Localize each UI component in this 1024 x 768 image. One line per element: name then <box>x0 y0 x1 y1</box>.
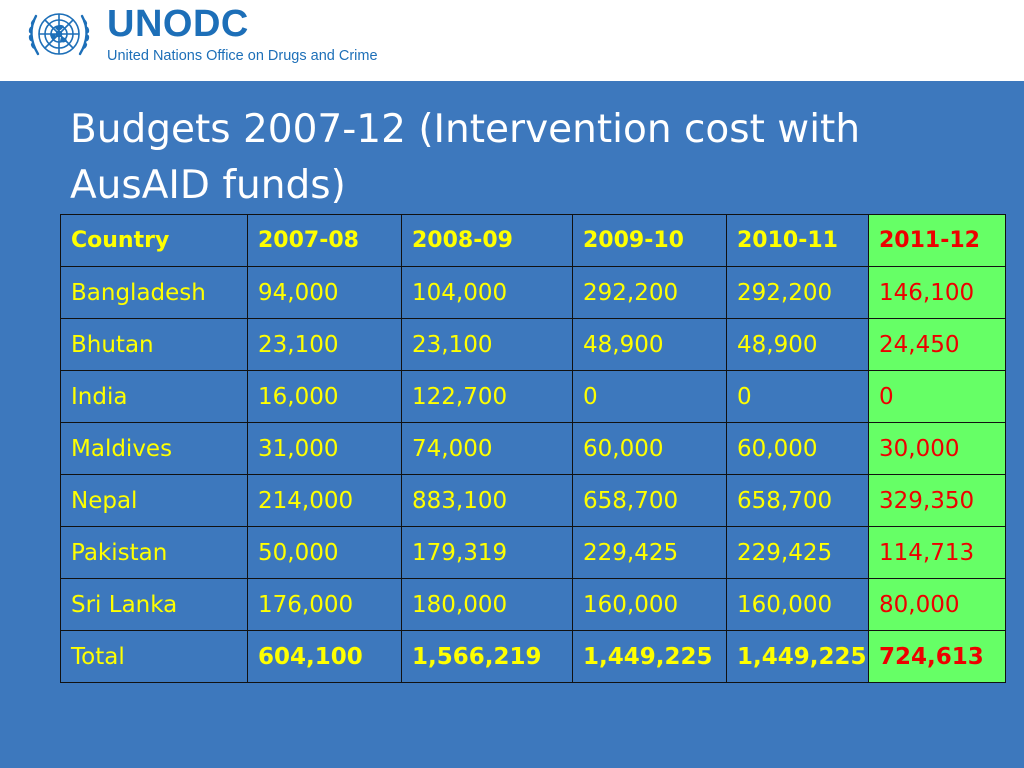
column-header: 2007-08 <box>247 214 402 267</box>
budget-cell: 883,100 <box>401 474 573 527</box>
column-header: 2010-11 <box>726 214 869 267</box>
column-header: 2011-12 <box>868 214 1006 267</box>
budget-cell: 179,319 <box>401 526 573 579</box>
budget-cell: 292,200 <box>726 266 869 319</box>
budget-cell: 16,000 <box>247 370 402 423</box>
country-cell: Sri Lanka <box>60 578 248 631</box>
budget-cell: 104,000 <box>401 266 573 319</box>
budget-cell: 23,100 <box>401 318 573 371</box>
un-emblem-icon <box>28 13 90 56</box>
budget-cell: 80,000 <box>868 578 1006 631</box>
logo-wordmark: UNODC <box>107 3 249 45</box>
column-header: 2008-09 <box>401 214 573 267</box>
header-bar: UNODC United Nations Office on Drugs and… <box>0 0 1024 81</box>
budget-cell: 0 <box>868 370 1006 423</box>
country-cell: Maldives <box>60 422 248 475</box>
budget-cell: 1,449,225 <box>726 630 869 683</box>
country-cell: Total <box>60 630 248 683</box>
budget-cell: 0 <box>572 370 727 423</box>
budget-cell: 74,000 <box>401 422 573 475</box>
table-row: Bhutan 23,100 23,100 48,900 48,900 24,450 <box>60 318 1006 371</box>
slide-title-line-2: AusAID funds) <box>70 163 346 208</box>
budget-cell: 0 <box>726 370 869 423</box>
total-row: Total 604,100 1,566,219 1,449,225 1,449,225 7… <box>60 630 1006 683</box>
table-row: Pakistan 50,000 179,319 229,425 229,425 114,7… <box>60 526 1006 579</box>
budget-cell: 229,425 <box>572 526 727 579</box>
budget-cell: 60,000 <box>572 422 727 475</box>
table-row: Bangladesh 94,000 104,000 292,200 292,200 146… <box>60 266 1006 319</box>
table-row: Sri Lanka 176,000 180,000 160,000 160,000 80,… <box>60 578 1006 631</box>
budget-cell: 1,566,219 <box>401 630 573 683</box>
table-row: Nepal 214,000 883,100 658,700 658,700 329,350 <box>60 474 1006 527</box>
budget-cell: 292,200 <box>572 266 727 319</box>
budget-cell: 160,000 <box>572 578 727 631</box>
table-header-row: Country 2007-08 2008-09 2009-10 2010-11 2011-… <box>60 214 1006 267</box>
table-row: Maldives 31,000 74,000 60,000 60,000 30,000 <box>60 422 1006 475</box>
budget-cell: 23,100 <box>247 318 402 371</box>
budget-cell: 214,000 <box>247 474 402 527</box>
budget-cell: 94,000 <box>247 266 402 319</box>
column-header: Country <box>60 214 248 267</box>
budget-cell: 229,425 <box>726 526 869 579</box>
budget-cell: 658,700 <box>726 474 869 527</box>
country-cell: Pakistan <box>60 526 248 579</box>
country-cell: Nepal <box>60 474 248 527</box>
logo-subtitle: United Nations Office on Drugs and Crime <box>107 48 378 64</box>
budget-cell: 604,100 <box>247 630 402 683</box>
table-row: India 16,000 122,700 0 0 0 <box>60 370 1006 423</box>
budget-cell: 48,900 <box>726 318 869 371</box>
budget-cell: 60,000 <box>726 422 869 475</box>
country-cell: India <box>60 370 248 423</box>
budget-cell: 48,900 <box>572 318 727 371</box>
country-cell: Bhutan <box>60 318 248 371</box>
budget-cell: 24,450 <box>868 318 1006 371</box>
budget-cell: 30,000 <box>868 422 1006 475</box>
budget-table: Country 2007-08 2008-09 2009-10 2010-11 2011-… <box>60 214 1006 683</box>
budget-cell: 1,449,225 <box>572 630 727 683</box>
slide-title: Budgets 2007-12 (Intervention cost with … <box>70 102 970 214</box>
budget-cell: 176,000 <box>247 578 402 631</box>
budget-cell: 146,100 <box>868 266 1006 319</box>
budget-cell: 160,000 <box>726 578 869 631</box>
budget-cell: 50,000 <box>247 526 402 579</box>
budget-cell: 31,000 <box>247 422 402 475</box>
budget-cell: 180,000 <box>401 578 573 631</box>
country-cell: Bangladesh <box>60 266 248 319</box>
budget-cell: 122,700 <box>401 370 573 423</box>
budget-cell: 114,713 <box>868 526 1006 579</box>
column-header: 2009-10 <box>572 214 727 267</box>
budget-cell: 724,613 <box>868 630 1006 683</box>
slide-title-line-1: Budgets 2007-12 (Intervention cost with <box>70 107 861 152</box>
budget-cell: 658,700 <box>572 474 727 527</box>
budget-cell: 329,350 <box>868 474 1006 527</box>
